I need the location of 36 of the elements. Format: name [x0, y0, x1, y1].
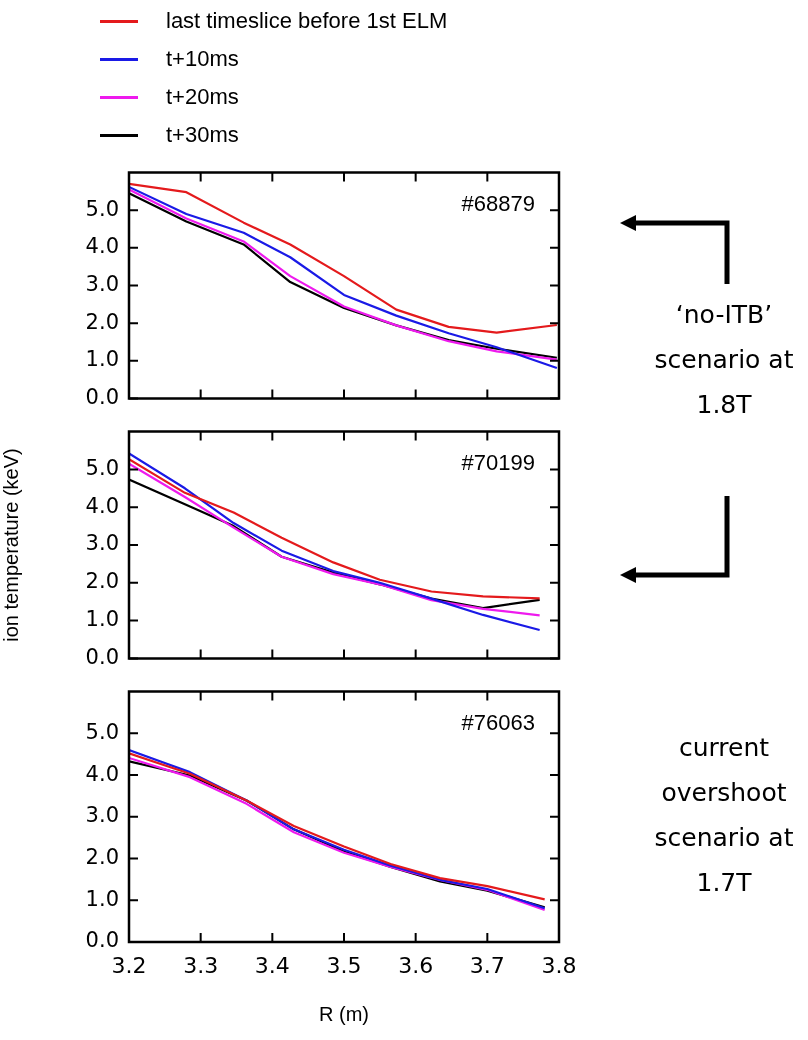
y-tick-label: 5.0: [85, 455, 119, 480]
x-tick-label: 3.5: [326, 952, 362, 978]
y-tick-label: 1.0: [85, 886, 119, 911]
legend-label: last timeslice before 1st ELM: [166, 7, 448, 35]
y-tick-label: 2.0: [85, 844, 119, 869]
x-tick-label: 3.8: [541, 952, 577, 978]
x-axis-title: R (m): [319, 1002, 369, 1025]
y-tick-label: 4.0: [85, 234, 119, 259]
annotation: #76063: [461, 709, 535, 735]
legend-label: t+10ms: [166, 45, 239, 73]
y-tick-label: 3.0: [85, 531, 119, 556]
x-tick-label: 3.2: [111, 952, 147, 978]
y-tick-label: 3.0: [85, 271, 119, 296]
x-tick-label: 3.3: [183, 952, 219, 978]
y-tick-label: 0.0: [85, 928, 119, 953]
legend-label: t+20ms: [166, 83, 239, 111]
y-tick-label: 1.0: [85, 607, 119, 632]
y-tick-label: 0.0: [85, 644, 119, 669]
y-tick-label: 5.0: [85, 196, 119, 221]
y-tick-label: 2.0: [85, 569, 119, 594]
y-tick-label: 4.0: [85, 761, 119, 786]
x-tick-label: 3.4: [254, 952, 290, 978]
text: current overshoot scenario at 1.7T: [653, 732, 795, 899]
y-tick-label: 0.0: [85, 384, 119, 409]
y-tick-label: 4.0: [85, 493, 119, 518]
annotation: #68879: [461, 190, 535, 216]
text: ‘no-ITB’ scenario at 1.8T: [653, 299, 795, 421]
y-tick-label: 3.0: [85, 803, 119, 828]
y-tick-label: 5.0: [85, 719, 119, 744]
legend-label: t+30ms: [166, 121, 239, 149]
y-axis-title: ion temperature (keV): [0, 448, 22, 642]
x-tick-label: 3.6: [398, 952, 434, 978]
y-tick-label: 1.0: [85, 347, 119, 372]
y-tick-label: 2.0: [85, 309, 119, 334]
annotation: #70199: [461, 449, 535, 475]
x-tick-label: 3.7: [469, 952, 505, 978]
